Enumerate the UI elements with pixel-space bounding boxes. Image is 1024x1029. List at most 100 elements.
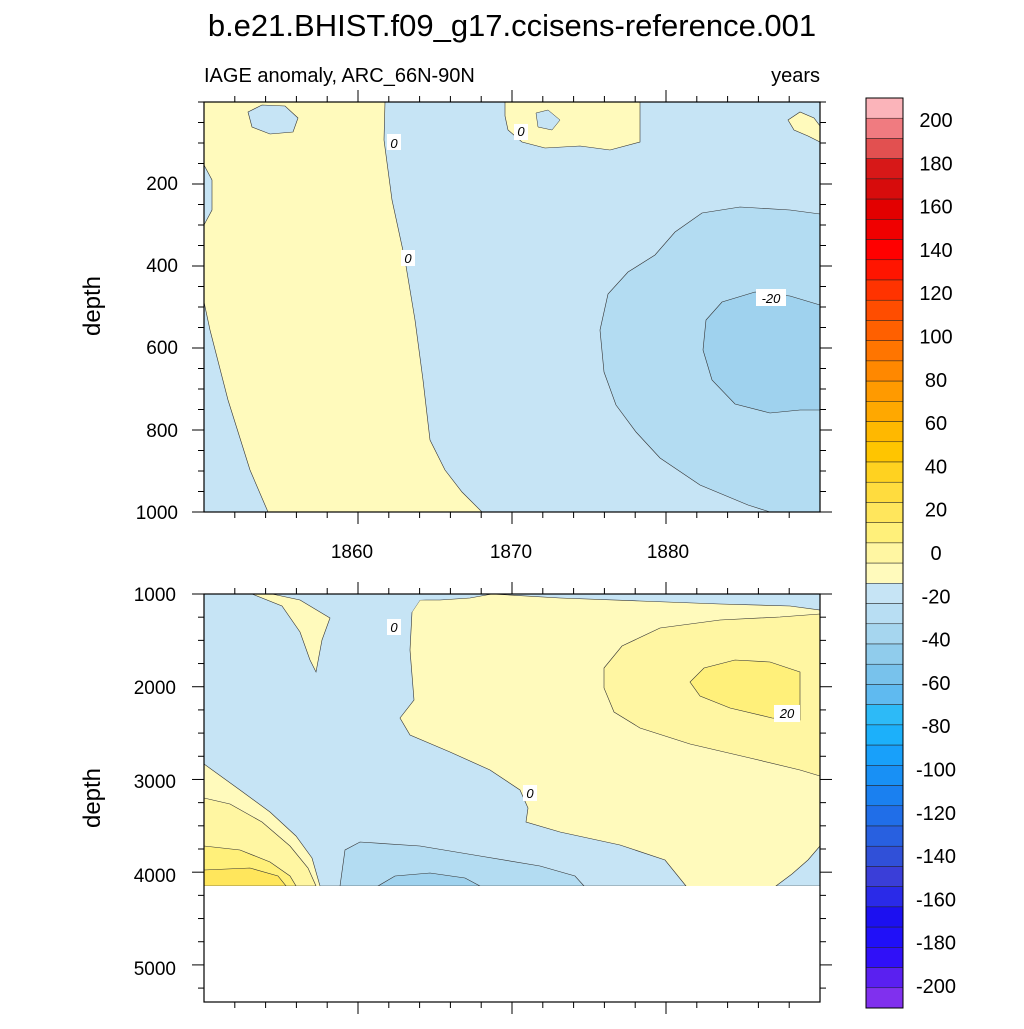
colorbar-swatch: [865, 299, 904, 321]
y-tick-label: 3000: [134, 772, 176, 793]
colorbar-swatch: [865, 562, 904, 584]
y-tick-label: 1000: [136, 503, 178, 524]
colorbar-swatch: [865, 704, 904, 726]
colorbar-swatch: [865, 239, 904, 261]
colorbar-swatch: [865, 542, 904, 564]
colorbar-tick-label: -60: [922, 673, 951, 695]
colorbar-swatch: [865, 138, 904, 159]
colorbar-tick-label: 200: [919, 110, 952, 132]
colorbar-swatch: [865, 421, 904, 443]
upper-y-axis-label: depth: [79, 276, 106, 336]
colorbar-swatch: [865, 866, 904, 887]
contour-label-bg: [401, 250, 415, 266]
colorbar-tick-label: 100: [919, 327, 952, 349]
colorbar-tick-label: -20: [922, 586, 951, 608]
colorbar-tick-label: 0: [930, 543, 941, 565]
x-tick-label: 1860: [331, 542, 373, 563]
upper-axis-ticks: [192, 90, 832, 524]
colorbar-tick-label: -40: [922, 630, 951, 652]
y-tick-label: 400: [146, 256, 178, 277]
colorbar-swatch: [865, 744, 904, 766]
contour-label-bg: [756, 289, 786, 306]
upper-neg-patch-top: [247, 104, 299, 135]
colorbar-swatch: [865, 947, 904, 968]
colorbar-frame: [865, 97, 904, 1009]
colorbar-swatch: [865, 583, 904, 604]
colorbar-swatch: [865, 785, 904, 807]
y-tick-label: 4000: [134, 866, 176, 887]
upper-positive-region: [203, 101, 483, 513]
colorbar-swatch: [865, 158, 904, 180]
colorbar-swatch: [865, 259, 904, 281]
x-tick-label: 1880: [647, 542, 689, 563]
colorbar-swatch: [865, 320, 904, 341]
colorbar-tick-label: -200: [916, 976, 956, 998]
contour-label: 20: [779, 706, 795, 721]
colorbar-swatch: [865, 178, 904, 200]
colorbar-swatch: [865, 117, 904, 139]
colorbar-tick-label: 120: [919, 283, 952, 305]
contour-label: 0: [390, 620, 398, 635]
y-tick-label: 200: [146, 174, 178, 195]
contour-label-bg: [387, 134, 401, 150]
lower-y-axis-label: depth: [79, 768, 106, 828]
colorbar-tick-label: 140: [919, 240, 952, 262]
upper-contour-labels: 0 0 0 -20: [387, 124, 786, 306]
lower-panel: 0 0 20 1000 2000 3000 4000 5000 depth: [79, 582, 832, 1014]
colorbar-swatch: [865, 441, 904, 463]
figure-title: b.e21.BHIST.f09_g17.ccisens-reference.00…: [208, 8, 816, 43]
colorbar-tick-label: -180: [916, 933, 956, 955]
colorbar-labels: 200180160140120100806040200-20-40-60-80-…: [916, 110, 956, 998]
colorbar-tick-label: -160: [916, 889, 956, 911]
upper-neg-patch-mini: [535, 109, 561, 131]
colorbar-swatch: [865, 461, 904, 483]
contour-label: -20: [762, 291, 782, 306]
contour-label-bg: [523, 785, 537, 801]
contour-label-bg: [774, 705, 800, 722]
y-tick-label: 5000: [134, 959, 176, 980]
colorbar-swatch: [865, 502, 904, 523]
lower-neg-cap: [204, 594, 492, 672]
colorbar-tick-label: 180: [919, 153, 952, 175]
colorbar-swatch: [865, 684, 904, 705]
colorbar-tick-label: -120: [916, 803, 956, 825]
colorbar-tick-label: 160: [919, 197, 952, 219]
colorbar-swatch: [865, 845, 904, 867]
y-tick-label: 1000: [134, 585, 176, 606]
contour-label-bg: [514, 124, 528, 140]
colorbar-swatch: [865, 663, 904, 685]
lower-missing-region: [204, 886, 820, 1002]
colorbar-swatch: [865, 987, 904, 1009]
colorbar-tick-label: -80: [922, 716, 951, 738]
colorbar-swatch: [865, 886, 904, 908]
colorbar-tick-label: -140: [916, 846, 956, 868]
colorbar-swatch: [865, 603, 904, 625]
colorbar-swatch: [865, 360, 904, 382]
upper-panel: 0 0 0 -20 1860 1870 1880 200 400 600 800…: [79, 90, 832, 563]
colorbar-swatch: [865, 522, 904, 544]
colorbar-swatch: [865, 765, 904, 786]
lower-neg-region: [203, 593, 687, 887]
contour-label: 0: [404, 251, 412, 266]
y-tick-label: 2000: [134, 678, 176, 699]
colorbar-swatch: [865, 643, 904, 665]
contour-label-bg: [387, 619, 401, 635]
colorbar-tick-label: 40: [925, 456, 947, 478]
colorbar-swatch: [865, 97, 904, 119]
colorbar-swatch: [865, 219, 904, 240]
y-tick-label: 800: [146, 421, 178, 442]
colorbar-swatch: [865, 926, 904, 948]
colorbar-swatch: [865, 340, 904, 362]
contour-label: 0: [526, 786, 534, 801]
colorbar-swatch: [865, 198, 904, 220]
colorbar-swatch: [865, 380, 904, 402]
lower-positive-notch: [251, 593, 331, 673]
x-tick-label: 1870: [490, 542, 532, 563]
colorbar-swatch: [865, 623, 904, 645]
contour-label: 0: [390, 136, 398, 151]
lower-axis-ticks: [192, 582, 832, 1014]
colorbar-tick-label: 60: [925, 413, 947, 435]
colorbar-tick-label: 80: [925, 370, 947, 392]
